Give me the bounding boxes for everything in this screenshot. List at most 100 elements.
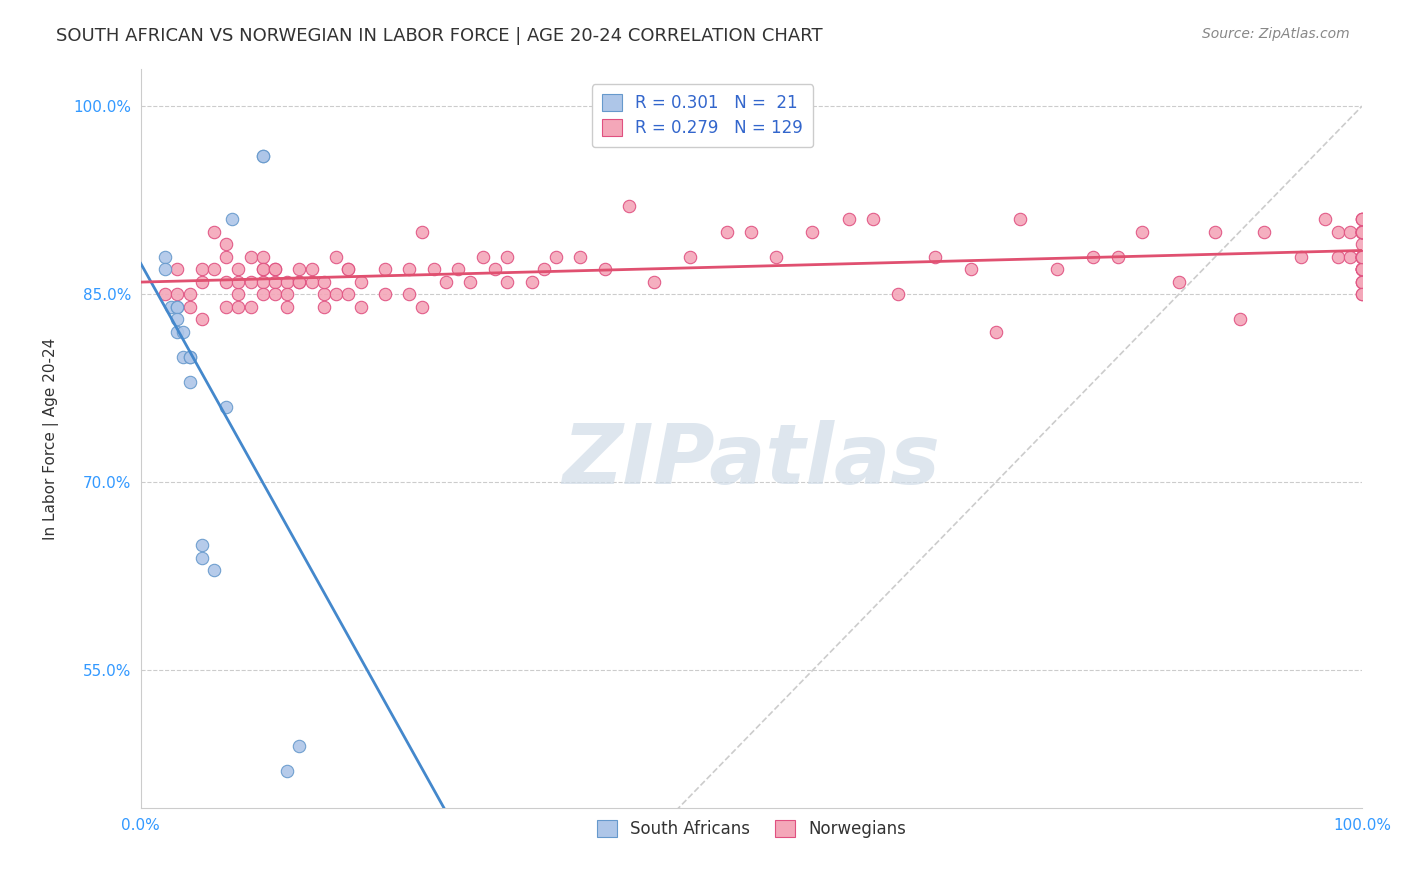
Point — [264, 262, 287, 277]
Point — [288, 739, 311, 753]
Point — [179, 350, 201, 364]
Point — [1351, 250, 1374, 264]
Point — [593, 262, 616, 277]
Point — [215, 250, 238, 264]
Point — [1351, 250, 1374, 264]
Point — [374, 287, 396, 301]
Point — [337, 262, 360, 277]
Point — [288, 275, 311, 289]
Point — [179, 375, 201, 389]
Point — [239, 275, 262, 289]
Point — [252, 287, 274, 301]
Point — [239, 250, 262, 264]
Point — [1326, 225, 1348, 239]
Point — [569, 250, 592, 264]
Point — [1046, 262, 1069, 277]
Point — [496, 275, 519, 289]
Point — [716, 225, 738, 239]
Point — [740, 225, 762, 239]
Point — [337, 287, 360, 301]
Point — [288, 262, 311, 277]
Point — [202, 262, 225, 277]
Point — [1167, 275, 1189, 289]
Point — [1351, 250, 1374, 264]
Point — [471, 250, 494, 264]
Point — [312, 275, 335, 289]
Point — [215, 275, 238, 289]
Point — [643, 275, 665, 289]
Point — [1351, 275, 1374, 289]
Point — [1107, 250, 1129, 264]
Point — [1253, 225, 1275, 239]
Point — [276, 764, 298, 778]
Point — [1351, 262, 1374, 277]
Point — [153, 250, 176, 264]
Point — [166, 287, 188, 301]
Point — [1351, 225, 1374, 239]
Point — [312, 300, 335, 314]
Point — [153, 262, 176, 277]
Point — [301, 275, 323, 289]
Point — [191, 275, 214, 289]
Legend: South Africans, Norwegians: South Africans, Norwegians — [591, 813, 912, 845]
Point — [191, 262, 214, 277]
Point — [166, 325, 188, 339]
Point — [679, 250, 702, 264]
Point — [1351, 250, 1374, 264]
Point — [1229, 312, 1251, 326]
Point — [1351, 225, 1374, 239]
Point — [1351, 225, 1374, 239]
Point — [252, 262, 274, 277]
Point — [1351, 225, 1374, 239]
Point — [1351, 287, 1374, 301]
Point — [838, 212, 860, 227]
Point — [349, 275, 371, 289]
Point — [619, 199, 641, 213]
Point — [1351, 250, 1374, 264]
Point — [202, 225, 225, 239]
Point — [228, 275, 250, 289]
Point — [166, 262, 188, 277]
Point — [179, 300, 201, 314]
Point — [1351, 262, 1374, 277]
Text: Source: ZipAtlas.com: Source: ZipAtlas.com — [1202, 27, 1350, 41]
Point — [325, 250, 347, 264]
Point — [1339, 250, 1361, 264]
Point — [447, 262, 470, 277]
Point — [252, 275, 274, 289]
Point — [398, 287, 420, 301]
Point — [533, 262, 555, 277]
Point — [239, 300, 262, 314]
Point — [179, 350, 201, 364]
Point — [1351, 262, 1374, 277]
Point — [398, 262, 420, 277]
Point — [202, 563, 225, 577]
Point — [1351, 262, 1374, 277]
Point — [228, 262, 250, 277]
Point — [172, 350, 194, 364]
Point — [252, 262, 274, 277]
Point — [228, 300, 250, 314]
Point — [1008, 212, 1031, 227]
Point — [1130, 225, 1153, 239]
Point — [1289, 250, 1312, 264]
Point — [1351, 225, 1374, 239]
Point — [1351, 237, 1374, 252]
Point — [252, 250, 274, 264]
Point — [411, 225, 433, 239]
Point — [887, 287, 910, 301]
Point — [960, 262, 983, 277]
Point — [801, 225, 824, 239]
Point — [924, 250, 946, 264]
Point — [1351, 225, 1374, 239]
Point — [984, 325, 1007, 339]
Point — [460, 275, 482, 289]
Point — [191, 312, 214, 326]
Point — [1351, 212, 1374, 227]
Point — [374, 262, 396, 277]
Point — [191, 538, 214, 552]
Point — [1351, 262, 1374, 277]
Point — [276, 275, 298, 289]
Point — [276, 300, 298, 314]
Point — [252, 149, 274, 163]
